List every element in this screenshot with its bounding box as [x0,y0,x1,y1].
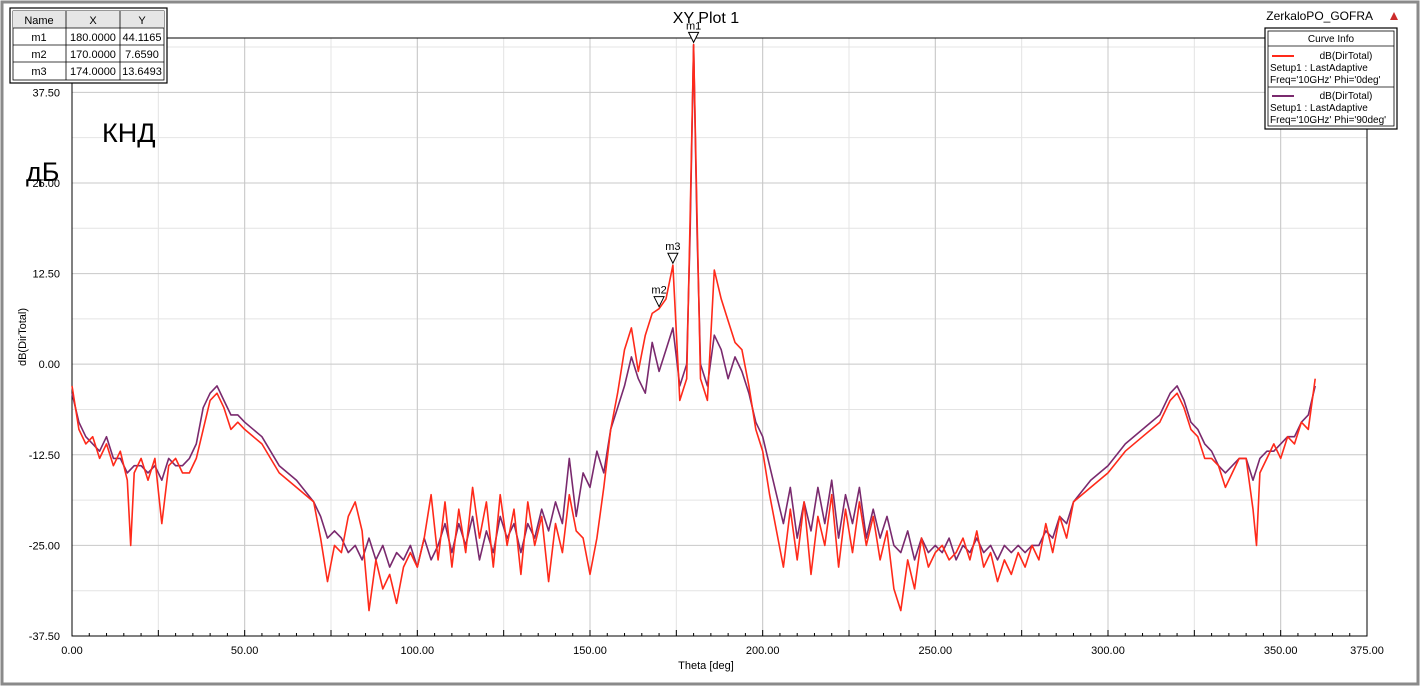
marker-group: m1 m2 m3 [651,20,701,308]
table-cell-y: 7.6590 [125,49,159,61]
x-tick-label: 350.00 [1264,645,1298,657]
legend-entry-freq: Freq='10GHz' Phi='0deg' [1270,75,1381,86]
curve-info-legend: Curve Info dB(DirTotal) Setup1 : LastAda… [1264,27,1398,130]
collapse-arrow-icon[interactable] [1390,12,1398,20]
legend-entry-setup: Setup1 : LastAdaptive [1270,63,1368,74]
table-cell-x: 174.0000 [70,66,116,78]
y-tick-label: -12.50 [29,450,60,462]
table-cell-y: 13.6493 [122,66,162,78]
table-header-name: Name [24,15,53,27]
series-group [71,43,1316,612]
table-cell-y: 44.1165 [123,32,162,44]
axis-ticks: 0.00 50.00 100.00 150.00 200.00 250.00 300.00 3… [29,87,1384,657]
marker-triangle-icon[interactable] [687,31,700,44]
marker-label: m2 [651,285,666,297]
y-tick-label: 12.50 [32,269,60,281]
table-header-y: Y [138,15,146,27]
legend-entry-name: dB(DirTotal) [1320,51,1373,62]
chart-title: XY Plot 1 [673,10,740,27]
table-header-x: X [89,15,97,27]
x-tick-label: 300.00 [1091,645,1125,657]
table-cell-x: 180.0000 [70,32,116,44]
legend-entry-setup: Setup1 : LastAdaptive [1270,103,1368,114]
marker-triangle-icon[interactable] [653,296,665,308]
table-cell-name: m2 [31,49,46,61]
y-tick-label: 25.00 [32,178,60,190]
x-tick-label: 375.00 [1350,645,1384,657]
legend-title: Curve Info [1308,34,1355,45]
y-tick-label: 37.50 [32,87,60,99]
x-axis-label: Theta [deg] [678,660,734,672]
table-cell-name: m1 [31,32,46,44]
x-tick-label: 250.00 [919,645,953,657]
legend-entry-freq: Freq='10GHz' Phi='90deg' [1270,115,1386,126]
x-tick-label: 200.00 [746,645,780,657]
x-tick-label: 0.00 [61,645,82,657]
x-tick-label: 150.00 [573,645,607,657]
y-axis-label: dB(DirTotal) [17,308,29,366]
table-cell-name: m3 [31,66,46,78]
annotation-knd: КНД [102,118,156,148]
project-label: ZerkaloPO_GOFRA [1266,9,1373,23]
x-tick-label: 100.00 [401,645,435,657]
marker-triangle-icon[interactable] [667,252,679,265]
marker-label: m3 [665,241,680,253]
table-cell-x: 170.0000 [70,49,116,61]
y-tick-label: -25.00 [29,540,60,552]
grid-lines [72,38,1367,636]
plot-area-frame [71,37,1368,637]
y-tick-label: -37.50 [29,631,60,643]
marker-table: Name X Y m1 180.0000 44.1165 m2 170.0000… [9,7,168,84]
marker-label: m1 [686,20,701,32]
legend-entry-name: dB(DirTotal) [1320,91,1373,102]
x-tick-label: 50.00 [231,645,259,657]
y-tick-label: 0.00 [39,359,60,371]
annotation-db: дБ [26,157,59,187]
series-line-phi0 [71,43,1316,612]
